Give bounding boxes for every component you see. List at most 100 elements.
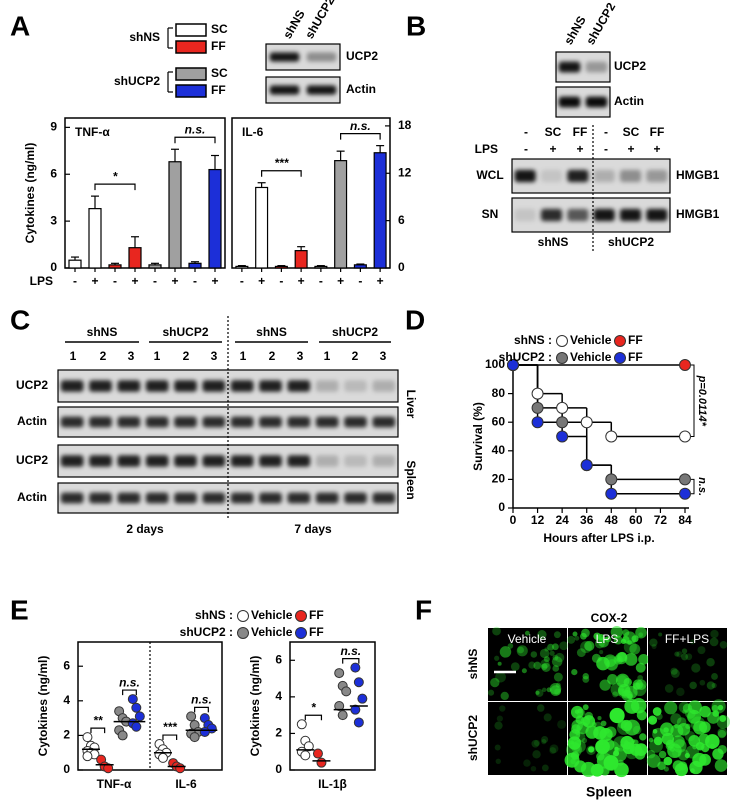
treatment-label: -: [524, 125, 528, 139]
legend-swatch: [175, 23, 207, 37]
cell: [684, 730, 696, 742]
cell: [600, 720, 607, 727]
cell: [588, 746, 595, 753]
panel-letter: D: [405, 304, 425, 335]
legend-group: shNS :: [514, 333, 552, 347]
cell: [500, 691, 509, 701]
cell: [689, 681, 697, 690]
data-point: [157, 752, 168, 763]
x-tick-label: 48: [605, 513, 619, 527]
blot-band: [174, 492, 197, 504]
cell: [620, 735, 635, 750]
significance-label: n.s.: [696, 477, 708, 496]
lane-number: 2: [269, 349, 276, 363]
lane-number: 1: [324, 349, 331, 363]
blot-band: [60, 380, 84, 392]
cell: [605, 636, 612, 643]
cell: [602, 738, 615, 751]
y-tick-label: 9: [50, 120, 57, 134]
legend-label: SC: [211, 22, 228, 36]
legend-group: shNS :: [195, 608, 233, 622]
cell: [676, 687, 685, 697]
bar: [353, 264, 367, 269]
cell: [547, 643, 555, 651]
blot-band: [202, 416, 226, 428]
cell: [632, 682, 641, 690]
y-tick-label: 0: [275, 762, 282, 776]
cell: [620, 638, 627, 644]
cell: [665, 739, 675, 749]
blot-target-label: HMGB1: [676, 168, 720, 182]
blot-band: [558, 96, 581, 108]
blot-band: [202, 492, 226, 504]
cell: [593, 726, 607, 740]
micrograph: [487, 626, 569, 701]
blot-band: [344, 455, 367, 467]
cell: [584, 711, 594, 721]
cell: [499, 705, 506, 712]
blot-target-label: HMGB1: [676, 207, 720, 221]
image-title: COX-2: [591, 611, 628, 625]
blot-band: [315, 455, 339, 467]
cell: [623, 631, 637, 645]
blot-band: [89, 380, 112, 392]
cell: [638, 653, 649, 665]
micrograph: [567, 626, 649, 702]
x-tick-label: 24: [555, 513, 569, 527]
blot-band: [646, 169, 668, 183]
legend-label: FF: [211, 83, 226, 97]
bar: [68, 259, 82, 269]
cell: [567, 635, 576, 644]
cell: [572, 631, 578, 637]
x-tick-label: +: [258, 274, 265, 288]
legend-label: Vehicle: [570, 350, 612, 364]
cell: [636, 710, 647, 721]
blot-band: [230, 416, 254, 428]
blot-band: [174, 380, 197, 392]
cell: [530, 765, 537, 772]
cell: [685, 723, 691, 730]
significance-label: ***: [163, 720, 178, 734]
cell: [594, 638, 605, 649]
blot-band: [567, 208, 589, 222]
blot-band: [145, 416, 169, 428]
survival-marker: [679, 473, 691, 486]
annotation: [162, 734, 178, 741]
cell: [543, 713, 552, 722]
cell: [549, 747, 557, 754]
blot-band: [230, 492, 254, 504]
survival-marker: [556, 430, 569, 443]
chart-title: IL-6: [242, 125, 264, 139]
data-point: [350, 704, 361, 715]
tissue-label: Spleen: [586, 784, 632, 800]
cell: [612, 747, 627, 762]
blot-row-label: WCL: [476, 168, 503, 182]
y-tick-label: 0: [63, 762, 70, 776]
panel-letter: A: [10, 10, 30, 41]
bracket: [342, 658, 360, 664]
cell: [658, 632, 663, 637]
blot-band: [567, 169, 589, 183]
cell: [599, 679, 611, 691]
cell: [551, 643, 559, 651]
cell: [617, 675, 628, 686]
bar: [373, 152, 387, 269]
y-tick-label: 60: [492, 414, 506, 428]
blot-band: [230, 455, 254, 467]
x-tick-label: IL-1β: [318, 777, 347, 791]
cell: [533, 739, 541, 747]
cell: [567, 736, 582, 750]
data-point: [353, 717, 364, 728]
lane-number: 2: [100, 349, 107, 363]
cell: [598, 744, 603, 750]
annotation: [122, 689, 137, 696]
blot-band: [540, 208, 563, 222]
lane-label: shNS: [561, 14, 588, 48]
bar: [334, 160, 348, 269]
blot-band: [558, 61, 581, 73]
cell: [682, 703, 693, 713]
x-tick-label: 12: [531, 513, 545, 527]
bar: [235, 265, 249, 269]
legend-marker: [237, 610, 249, 622]
cell: [495, 671, 506, 683]
